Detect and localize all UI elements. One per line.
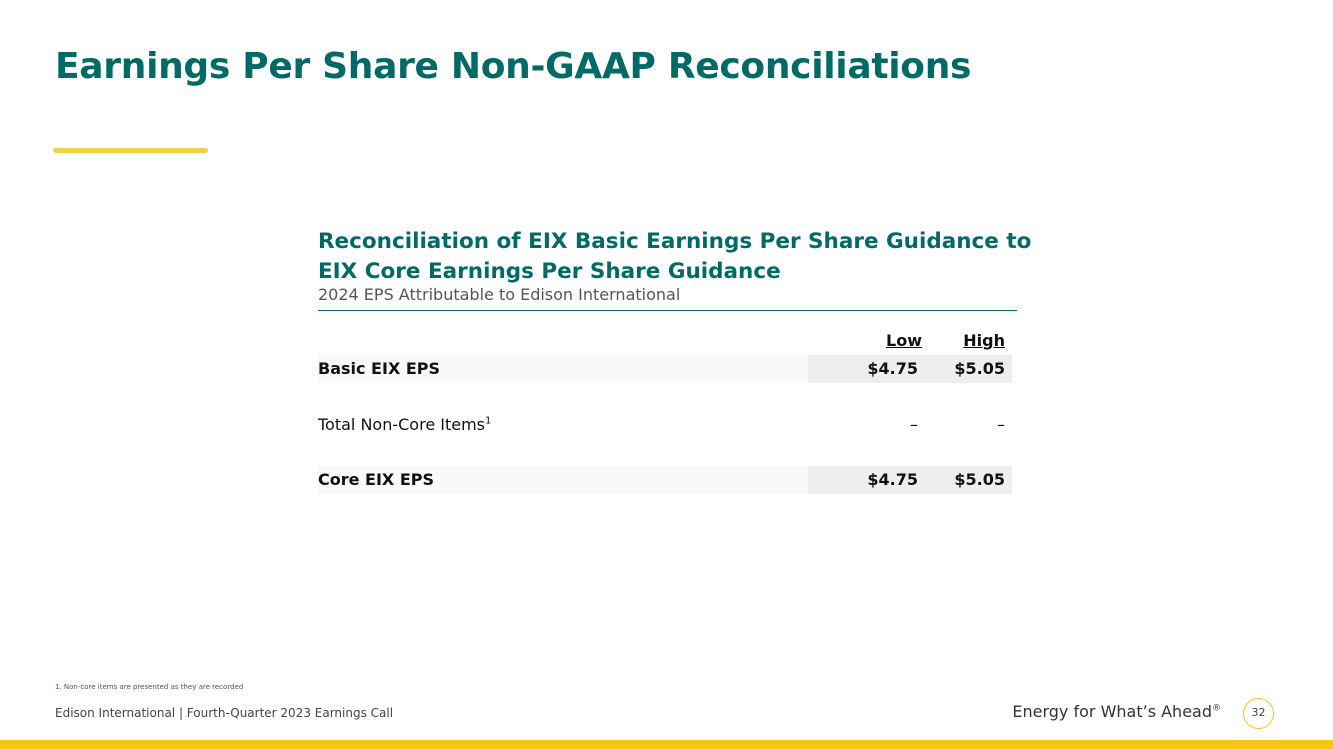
footer-accent-bar bbox=[0, 740, 1333, 749]
column-header-high: High bbox=[963, 331, 1005, 350]
title-accent-bar bbox=[53, 148, 208, 153]
cell-low: – bbox=[910, 415, 918, 434]
footer-tagline: Energy for What’s Ahead® bbox=[1012, 702, 1221, 721]
cell-high: $5.05 bbox=[954, 359, 1005, 378]
cell-high: $5.05 bbox=[954, 470, 1005, 489]
heading-divider bbox=[318, 310, 1017, 311]
cell-high: – bbox=[997, 415, 1005, 434]
table-row-non-core-items: Total Non-Core Items1 – – bbox=[318, 411, 1012, 439]
table-subtitle: 2024 EPS Attributable to Edison Internat… bbox=[318, 285, 681, 304]
column-header-low: Low bbox=[886, 331, 922, 350]
table-heading: Reconciliation of EIX Basic Earnings Per… bbox=[318, 229, 1032, 284]
row-label: Core EIX EPS bbox=[318, 470, 435, 489]
page-number-badge: 32 bbox=[1243, 698, 1274, 729]
row-label: Basic EIX EPS bbox=[318, 359, 441, 378]
registered-mark: ® bbox=[1212, 703, 1221, 714]
footnote: 1. Non-core items are presented as they … bbox=[55, 683, 244, 691]
table-row-basic-eps: Basic EIX EPS $4.75 $5.05 bbox=[318, 355, 1012, 383]
row-label: Total Non-Core Items1 bbox=[318, 415, 491, 434]
footer-company-event: Edison International | Fourth-Quarter 20… bbox=[55, 706, 394, 720]
footnote-reference: 1 bbox=[485, 415, 492, 427]
row-label-text: Total Non-Core Items bbox=[318, 415, 485, 434]
tagline-text: Energy for What’s Ahead bbox=[1012, 702, 1212, 721]
slide-title: Earnings Per Share Non-GAAP Reconciliati… bbox=[55, 46, 972, 87]
cell-low: $4.75 bbox=[867, 470, 918, 489]
cell-low: $4.75 bbox=[867, 359, 918, 378]
table-row-core-eps: Core EIX EPS $4.75 $5.05 bbox=[318, 466, 1012, 494]
